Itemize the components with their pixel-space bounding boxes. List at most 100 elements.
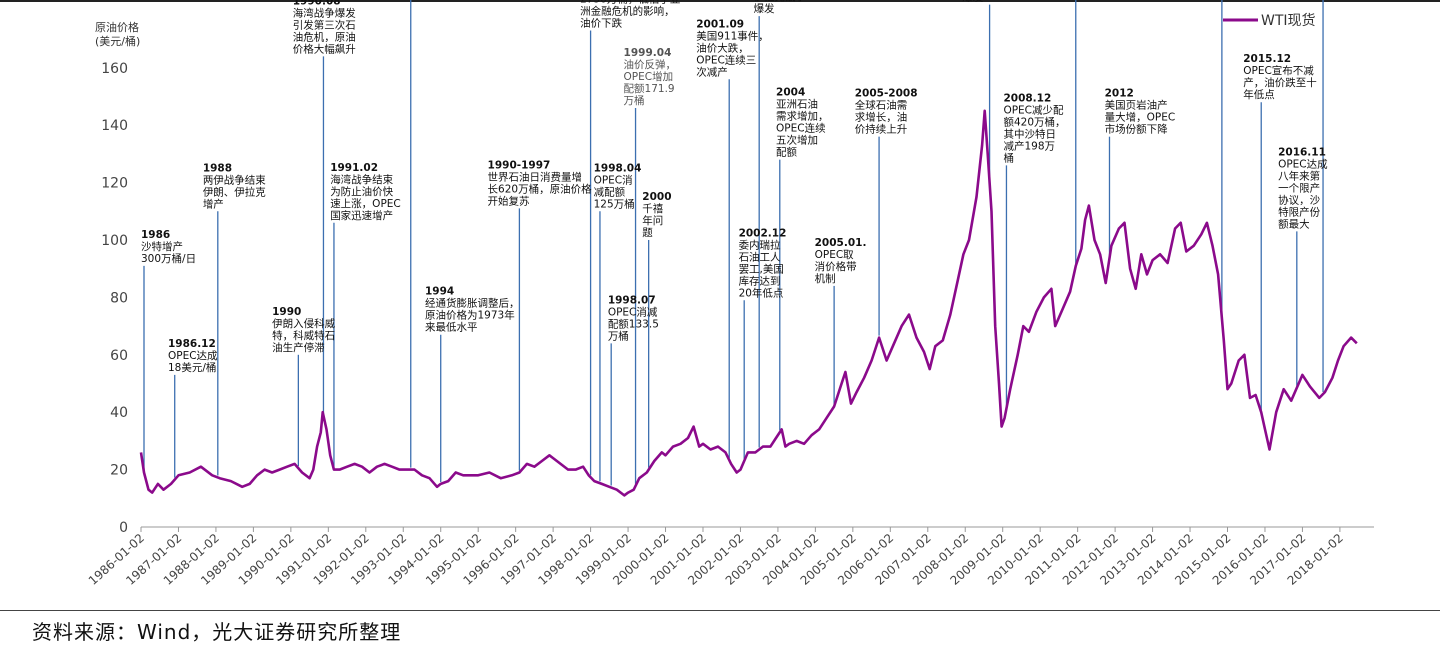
annotation-lines bbox=[143, 0, 1324, 486]
annotation-text: 额最大 bbox=[1278, 217, 1310, 230]
annotation-text: 求增长，油 bbox=[855, 111, 908, 124]
annotation-text: 协议，沙 bbox=[1278, 193, 1320, 206]
y-tick-label: 0 bbox=[119, 520, 128, 536]
legend-label: WTI现货 bbox=[1261, 12, 1316, 29]
annotation-text: 伊拉克战争 bbox=[754, 0, 807, 3]
y-tick-label: 40 bbox=[110, 405, 128, 421]
y-tick-label: 120 bbox=[101, 176, 128, 192]
annotation-text: 配额 bbox=[776, 146, 797, 159]
annotation-text: OPEC增加 bbox=[624, 70, 674, 83]
annotation-text: OPEC消减 bbox=[608, 305, 658, 318]
annotation-text: 市场份额下降 bbox=[1105, 123, 1168, 136]
annotation-text: 油生产停滞 bbox=[272, 341, 325, 354]
y-tick-label: 80 bbox=[110, 290, 128, 306]
annotation-text: 价持续上升 bbox=[855, 123, 908, 136]
annotation-text: 2012 bbox=[1105, 88, 1134, 100]
annotation-text: 2015.12 bbox=[1243, 53, 1291, 65]
annotation-text: OPEC宣布不减 bbox=[1243, 64, 1314, 77]
annotation-text: 18美元/桶 bbox=[168, 361, 216, 374]
annotation-text: 两伊战争结束 bbox=[203, 173, 266, 186]
annotation-text: 20年低点 bbox=[739, 286, 784, 299]
annotation-text: 量大增，OPEC bbox=[1105, 111, 1176, 124]
annotation-text: 国家迅速增产 bbox=[330, 209, 393, 222]
y-tick-label: 20 bbox=[110, 463, 128, 479]
annotation-text: 1990-1997 bbox=[488, 159, 551, 171]
annotation-text: 亚洲石油 bbox=[776, 98, 818, 111]
annotation-text: 年低点 bbox=[1243, 88, 1275, 101]
y-tick-label: 140 bbox=[101, 118, 128, 134]
annotation-text: 五次增加 bbox=[776, 134, 818, 147]
annotation-text: 沙特增产 bbox=[141, 240, 183, 253]
annotation-text: 配额171.9 bbox=[624, 82, 675, 95]
annotation-text: 来最低水平 bbox=[425, 321, 478, 334]
annotation-text: OPEC达成 bbox=[168, 350, 218, 362]
annotation-text: 消价格带 bbox=[815, 260, 857, 273]
annotation-text: OPEC取 bbox=[815, 249, 855, 261]
annotation-text: 1990 bbox=[272, 306, 301, 318]
annotation-text: 年问 bbox=[642, 214, 663, 227]
y-tick-label: 160 bbox=[101, 61, 128, 77]
y-tick-label: 60 bbox=[110, 348, 128, 364]
annotation-text: 油价反弹， bbox=[624, 58, 677, 71]
annotation-text: 洲金融危机的影响， bbox=[580, 4, 675, 17]
annotation-text: 世界石油日消费量增 bbox=[488, 170, 583, 183]
annotation-text: 伊朗入侵科威 bbox=[272, 317, 335, 330]
annotation-text: 需求增加， bbox=[776, 110, 829, 123]
annotation-text: 海湾战争爆发 bbox=[293, 6, 356, 19]
annotation-text: 速上涨，OPEC bbox=[330, 198, 401, 210]
annotation-text: 开始复苏 bbox=[488, 194, 530, 207]
annotation-text: 减配额 bbox=[594, 185, 626, 198]
annotation-text: 2016.11 bbox=[1278, 146, 1326, 158]
annotation-text: 300万桶/日 bbox=[141, 252, 196, 265]
y-axis-title-line: (美元/桶) bbox=[95, 34, 140, 48]
annotation-text: 2004 bbox=[776, 87, 805, 99]
annotation-text: 2000 bbox=[642, 191, 671, 203]
annotation-text: 库存达到 bbox=[739, 274, 781, 287]
annotation-text: 经通货膨胀调整后， bbox=[425, 297, 520, 310]
annotation-text: 爆发 bbox=[962, 0, 983, 4]
annotation-text: 价格大幅飙升 bbox=[293, 42, 356, 55]
annotation-text: OPEC减少配 bbox=[1003, 104, 1064, 116]
y-axis-ticks: 0 20 40 60 80 100 120 140 160 bbox=[101, 61, 128, 536]
annotation-text: 石油工人 bbox=[739, 250, 781, 263]
annotation-text: OPEC消 bbox=[594, 173, 633, 186]
annotation-text: 长620万桶，原油价格 bbox=[488, 182, 593, 195]
annotation-text: 次减产 bbox=[696, 65, 728, 78]
annotation-labels: 1986沙特增产300万桶/日1986.12OPEC达成18美元/桶1988两伊… bbox=[141, 0, 1328, 374]
source-note: 资料来源：Wind，光大证券研究所整理 bbox=[32, 620, 402, 644]
annotation-text: 特限产份 bbox=[1278, 205, 1320, 218]
annotation-text: 委内瑞拉 bbox=[739, 238, 781, 251]
annotation-text: 一个限产 bbox=[1278, 181, 1320, 194]
annotation-text: 油价下跌 bbox=[580, 16, 622, 29]
annotation-text: 桶 bbox=[1003, 151, 1014, 164]
annotation-text: OPEC连续 bbox=[776, 122, 826, 135]
legend: WTI现货 bbox=[1223, 12, 1316, 29]
annotation-text: 油价大跌， bbox=[696, 41, 749, 54]
annotation-text: 减产198万 bbox=[1003, 139, 1055, 152]
series-layer bbox=[139, 109, 1358, 497]
annotation-text: 1998.07 bbox=[608, 294, 656, 306]
annotation-text: 2001.09 bbox=[696, 18, 744, 30]
annotation-text: 配额133.5 bbox=[608, 317, 659, 330]
annotation-text: 产，油价跌至十 bbox=[1243, 76, 1317, 89]
annotation-text: 其中沙特日 bbox=[1003, 127, 1056, 140]
annotation-text: 罢工,美国 bbox=[739, 262, 784, 275]
annotation-text: 2002.12 bbox=[739, 227, 787, 239]
annotation-text: 特，科威特石 bbox=[272, 329, 335, 342]
annotation-text: 油危机，原油 bbox=[293, 30, 356, 43]
annotation-text: 机制 bbox=[815, 272, 836, 285]
series-line-wti bbox=[139, 109, 1358, 497]
annotation-text: 爆发 bbox=[754, 2, 775, 15]
annotation-text: 2005-2008 bbox=[855, 88, 918, 100]
annotation-text: 伊朗、伊拉克 bbox=[203, 185, 266, 198]
y-axis-title-line: 原油价格 bbox=[95, 20, 139, 34]
annotation-text: 美国页岩油产 bbox=[1105, 99, 1168, 112]
annotation-text: 引发第三次石 bbox=[293, 18, 356, 31]
annotation-text: 原油价格为1973年 bbox=[425, 309, 515, 322]
annotation-text: 八年来第 bbox=[1278, 169, 1320, 182]
annotation-text: 125万桶 bbox=[594, 197, 635, 210]
bottom-rule bbox=[0, 610, 1440, 611]
annotation-text: 1986 bbox=[141, 229, 170, 241]
y-axis-title: 原油价格(美元/桶) bbox=[95, 20, 140, 48]
